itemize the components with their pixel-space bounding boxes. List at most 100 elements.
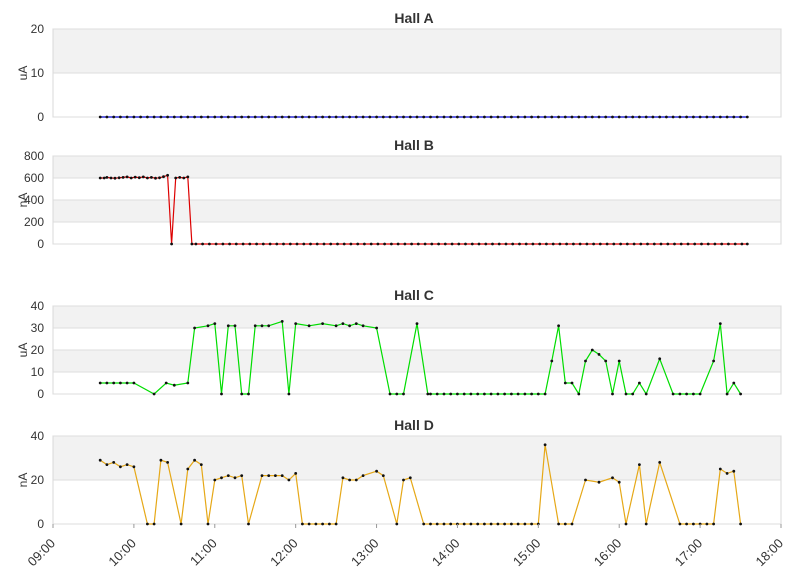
data-point — [538, 242, 542, 246]
data-point — [429, 522, 432, 526]
data-point — [665, 115, 668, 119]
data-point — [462, 115, 466, 119]
data-point — [172, 115, 176, 119]
data-point — [510, 115, 513, 119]
data-point — [137, 176, 141, 180]
data-point — [456, 392, 459, 396]
data-point — [422, 115, 426, 119]
data-point — [369, 242, 373, 246]
data-point — [429, 115, 432, 119]
data-point — [221, 242, 225, 246]
data-point — [638, 381, 641, 385]
y-axis-label: nA — [16, 473, 30, 488]
data-point — [617, 359, 621, 363]
data-point — [186, 381, 190, 385]
data-point — [334, 115, 338, 119]
data-point — [678, 392, 682, 396]
data-point — [164, 381, 168, 385]
data-point — [678, 522, 682, 526]
data-point — [619, 242, 622, 246]
data-point — [624, 392, 628, 396]
data-point — [530, 522, 533, 526]
data-point — [375, 326, 378, 330]
data-point — [476, 522, 480, 526]
data-point — [516, 115, 520, 119]
data-point — [294, 115, 298, 119]
data-point — [429, 392, 432, 396]
data-point — [518, 242, 521, 246]
data-point — [646, 242, 649, 246]
data-point — [267, 115, 271, 119]
data-point — [125, 381, 129, 385]
y-tick-label: 0 — [37, 110, 44, 124]
data-point — [462, 522, 466, 526]
data-point — [260, 324, 264, 328]
data-point — [113, 176, 117, 180]
data-point — [213, 322, 217, 325]
data-point — [174, 176, 178, 180]
data-point — [462, 392, 466, 396]
data-point — [484, 242, 488, 246]
data-point — [98, 381, 102, 385]
data-point — [132, 381, 136, 385]
data-point — [287, 392, 291, 396]
data-point — [578, 242, 582, 246]
data-point — [442, 392, 446, 396]
data-point — [516, 392, 520, 396]
data-point — [584, 478, 587, 482]
data-point — [740, 242, 744, 246]
data-point — [307, 324, 311, 328]
plot-band — [53, 156, 781, 178]
data-point — [220, 392, 223, 396]
data-point — [368, 115, 372, 119]
data-point — [605, 242, 609, 246]
data-point — [408, 115, 412, 119]
data-point — [565, 242, 568, 246]
data-point — [267, 324, 271, 328]
data-point — [354, 478, 358, 482]
data-point — [261, 242, 265, 246]
data-point — [408, 476, 412, 480]
data-point — [693, 242, 697, 246]
data-point — [240, 392, 244, 396]
data-point — [557, 115, 560, 119]
data-point — [584, 359, 587, 363]
x-tick-label: 17:00 — [672, 536, 706, 570]
data-point — [166, 461, 170, 464]
data-point — [584, 115, 587, 119]
panel-title: Hall B — [394, 137, 434, 153]
data-point — [154, 176, 157, 180]
data-point — [158, 176, 161, 180]
data-point — [712, 522, 715, 526]
data-point — [247, 392, 250, 396]
data-point — [342, 242, 346, 246]
data-point — [510, 392, 513, 396]
x-tick-label: 16:00 — [591, 536, 625, 570]
data-point — [152, 115, 156, 119]
data-point — [483, 115, 486, 119]
y-tick-label: 10 — [31, 66, 45, 80]
data-point — [415, 115, 419, 119]
data-point — [470, 242, 474, 246]
y-tick-label: 0 — [37, 517, 44, 531]
panel-hall-c: 0 10 20 30 40 Hall C uA — [16, 287, 782, 401]
plot-band — [53, 178, 781, 200]
data-point — [159, 115, 163, 119]
data-point — [282, 242, 285, 246]
x-tick-label: 18:00 — [753, 536, 787, 570]
data-point — [321, 522, 324, 526]
data-point — [334, 324, 338, 328]
data-point — [437, 242, 440, 246]
data-point — [361, 115, 365, 119]
data-point — [314, 115, 318, 119]
data-point — [464, 242, 467, 246]
data-point — [105, 381, 109, 385]
data-point — [112, 381, 116, 385]
data-point — [129, 176, 133, 180]
panel-title: Hall D — [394, 417, 434, 433]
data-point — [302, 242, 306, 246]
data-point — [125, 115, 129, 119]
x-tick-label: 12:00 — [267, 536, 301, 570]
data-point — [491, 242, 494, 246]
